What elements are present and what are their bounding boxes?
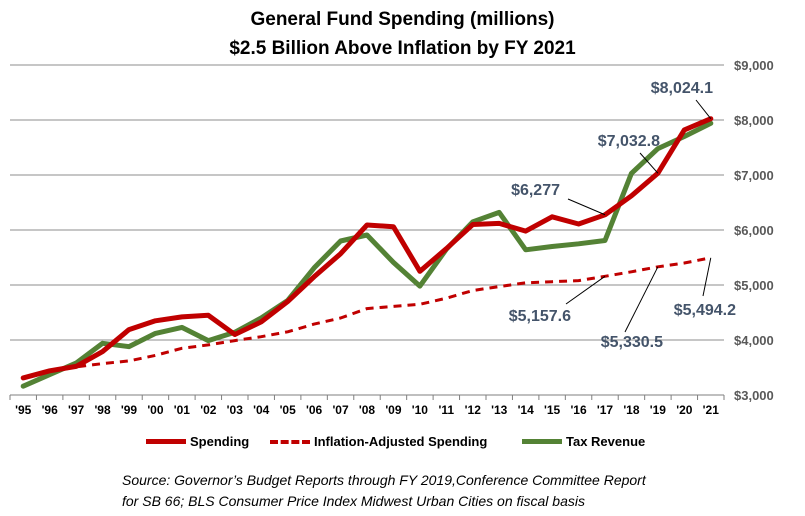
chart-title: General Fund Spending (millions)	[250, 9, 555, 30]
x-tick-label: '98	[94, 403, 111, 417]
x-tick-label: '14	[518, 403, 535, 417]
x-tick-label: '01	[174, 403, 191, 417]
x-tick-label: '97	[68, 403, 85, 417]
legend-label-spending: Spending	[190, 434, 250, 449]
x-tick-label: '06	[306, 403, 323, 417]
data-label: $8,024.1	[651, 80, 713, 97]
data-label: $5,157.6	[509, 308, 571, 325]
source-note: Source: Governor’s Budget Reports throug…	[122, 470, 762, 512]
annotation-leader	[639, 152, 659, 174]
x-tick-label: '07	[332, 403, 349, 417]
x-tick-label: '96	[42, 403, 59, 417]
chart-subtitle: $2.5 Billion Above Inflation by FY 2021	[229, 38, 576, 59]
legend-label-inflation-adjusted: Inflation-Adjusted Spending	[314, 434, 488, 449]
y-tick-label: $6,000	[734, 223, 774, 238]
x-tick-label: '20	[676, 403, 693, 417]
y-tick-label: $4,000	[734, 333, 774, 348]
y-tick-label: $9,000	[734, 58, 774, 73]
legend-item-tax-revenue: Tax Revenue	[522, 434, 645, 449]
annotation-leader	[695, 99, 712, 119]
annotation-leader	[702, 257, 712, 297]
x-tick-label: '08	[359, 403, 376, 417]
annotation-leader	[565, 275, 606, 305]
x-tick-label: '18	[623, 403, 640, 417]
x-tick-label: '99	[121, 403, 138, 417]
x-tick-label: '11	[439, 403, 455, 417]
x-tick-label: '00	[147, 403, 164, 417]
x-tick-label: '17	[597, 403, 614, 417]
legend-item-inflation-adjusted: Inflation-Adjusted Spending	[270, 434, 487, 449]
data-label: $5,494.2	[674, 302, 736, 319]
annotation-leader	[567, 198, 606, 216]
x-tick-label: '95	[15, 403, 32, 417]
y-tick-label: $8,000	[734, 113, 774, 128]
data-label: $7,032.8	[598, 133, 660, 150]
series-line-inflation-adjusted-spending	[22, 256, 712, 379]
x-tick-label: '09	[385, 403, 402, 417]
x-tick-label: '03	[227, 403, 244, 417]
source-line-2: for SB 66; BLS Consumer Price Index Midw…	[122, 493, 585, 509]
x-tick-label: '04	[253, 403, 270, 417]
legend-label-tax-revenue: Tax Revenue	[566, 434, 646, 449]
source-line-1: Source: Governor’s Budget Reports throug…	[122, 472, 646, 488]
y-tick-label: $7,000	[734, 168, 774, 183]
legend: Spending Inflation-Adjusted Spending Tax…	[0, 434, 805, 454]
series-line-spending	[20, 116, 714, 381]
legend-swatch-inflation-adjusted	[270, 439, 310, 444]
legend-item-spending: Spending	[146, 434, 249, 449]
x-tick-label: '12	[465, 403, 482, 417]
line-chart: $3,000 $4,000 $5,000 $6,000 $7,000 $8,000 $9,0…	[9, 58, 774, 417]
x-tick-label: '15	[544, 403, 561, 417]
x-tick-label: '21	[703, 403, 720, 417]
x-tick-label: '16	[570, 403, 587, 417]
data-label: $5,330.5	[601, 334, 663, 351]
y-tick-label: $5,000	[734, 278, 774, 293]
data-label: $6,277	[511, 182, 560, 199]
x-tick-label: '10	[412, 403, 429, 417]
x-tick-label: '13	[491, 403, 508, 417]
annotation-leader	[624, 266, 659, 333]
legend-swatch-spending	[146, 439, 186, 444]
series-line-tax-revenue	[20, 120, 714, 389]
y-tick-label: $3,000	[734, 388, 774, 403]
legend-swatch-tax-revenue	[522, 439, 562, 444]
x-tick-label: '02	[200, 403, 217, 417]
x-tick-label: '19	[650, 403, 667, 417]
x-tick-label: '05	[280, 403, 297, 417]
